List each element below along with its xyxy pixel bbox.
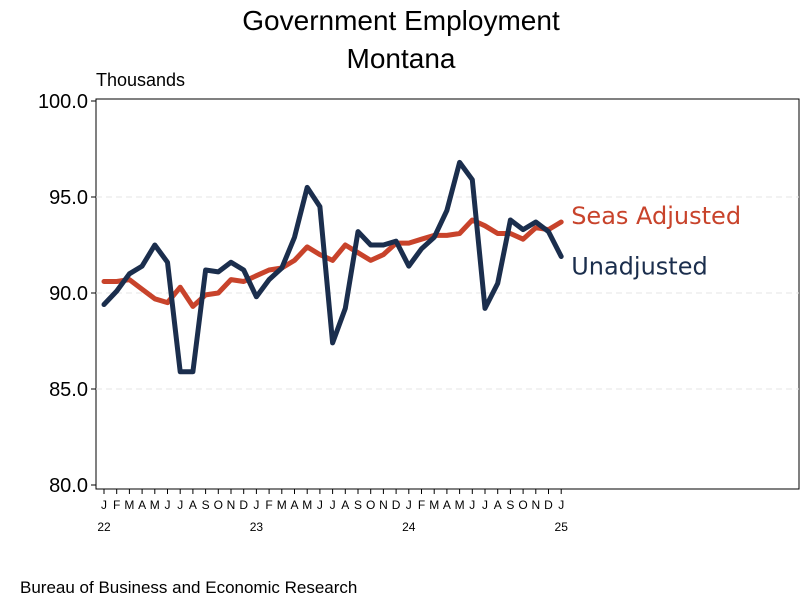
xtick-month-35: D <box>544 498 553 512</box>
x-axis-ticks: J F M A M J J A S O N D J F M A M J J A S O N D J F M A M J J A S O N D J22 2… <box>97 489 568 534</box>
xtick-month-25: F <box>418 498 425 512</box>
gridlines <box>96 196 799 390</box>
xtick-month-28: M <box>455 498 465 512</box>
xtick-month-3: A <box>138 498 146 512</box>
xtick-month-20: S <box>354 498 362 512</box>
xtick-month-2: M <box>124 498 134 512</box>
xtick-month-30: J <box>482 498 488 512</box>
xtick-month-34: N <box>531 498 540 512</box>
xtick-month-31: A <box>494 498 502 512</box>
xtick-month-13: F <box>265 498 272 512</box>
series-lines <box>101 159 564 375</box>
xtick-month-19: A <box>341 498 349 512</box>
ytick-label-3: 95.0 <box>49 187 88 209</box>
ytick-label-4: 100.0 <box>38 91 88 113</box>
chart-subtitle: Montana <box>347 43 456 74</box>
source-credit: Bureau of Business and Economic Research <box>20 578 357 597</box>
xtick-month-10: N <box>227 498 236 512</box>
series-label-unadjusted: Unadjusted <box>571 253 708 281</box>
xtick-year-23: 23 <box>250 520 264 534</box>
chart-title: Government Employment <box>242 5 560 36</box>
xtick-year-24: 24 <box>402 520 416 534</box>
xtick-month-33: O <box>518 498 527 512</box>
xtick-month-15: A <box>290 498 298 512</box>
xtick-month-0: J <box>101 498 107 512</box>
xtick-month-4: M <box>150 498 160 512</box>
xtick-month-36: J <box>558 498 564 512</box>
xtick-month-32: S <box>506 498 514 512</box>
y-axis-unit-label: Thousands <box>96 70 185 90</box>
xtick-month-1: F <box>113 498 120 512</box>
series-line-seas-adjusted <box>101 217 564 309</box>
ytick-label-1: 85.0 <box>49 379 88 401</box>
ytick-label-0: 80.0 <box>49 475 88 497</box>
xtick-year-22: 22 <box>97 520 111 534</box>
xtick-month-9: O <box>214 498 223 512</box>
xtick-month-7: A <box>189 498 197 512</box>
xtick-month-18: J <box>330 498 336 512</box>
series-labels: Seas Adjusted Unadjusted <box>571 202 741 281</box>
ytick-label-2: 90.0 <box>49 283 88 305</box>
xtick-month-8: S <box>202 498 210 512</box>
series-line-unadjusted <box>101 159 564 375</box>
xtick-month-11: D <box>239 498 248 512</box>
xtick-month-14: M <box>277 498 287 512</box>
xtick-month-26: M <box>429 498 439 512</box>
xtick-month-27: A <box>443 498 451 512</box>
series-label-seas-adjusted: Seas Adjusted <box>571 202 741 230</box>
xtick-month-23: D <box>392 498 401 512</box>
xtick-month-29: J <box>469 498 475 512</box>
xtick-month-16: M <box>302 498 312 512</box>
xtick-month-24: J <box>406 498 412 512</box>
xtick-month-6: J <box>177 498 183 512</box>
xtick-month-12: J <box>253 498 259 512</box>
xtick-month-22: N <box>379 498 388 512</box>
xtick-month-5: J <box>165 498 171 512</box>
xtick-year-25: 25 <box>555 520 569 534</box>
xtick-month-17: J <box>317 498 323 512</box>
y-axis-ticks: 80.0 85.0 90.0 95.0 100.0 <box>38 91 96 497</box>
xtick-month-21: O <box>366 498 375 512</box>
